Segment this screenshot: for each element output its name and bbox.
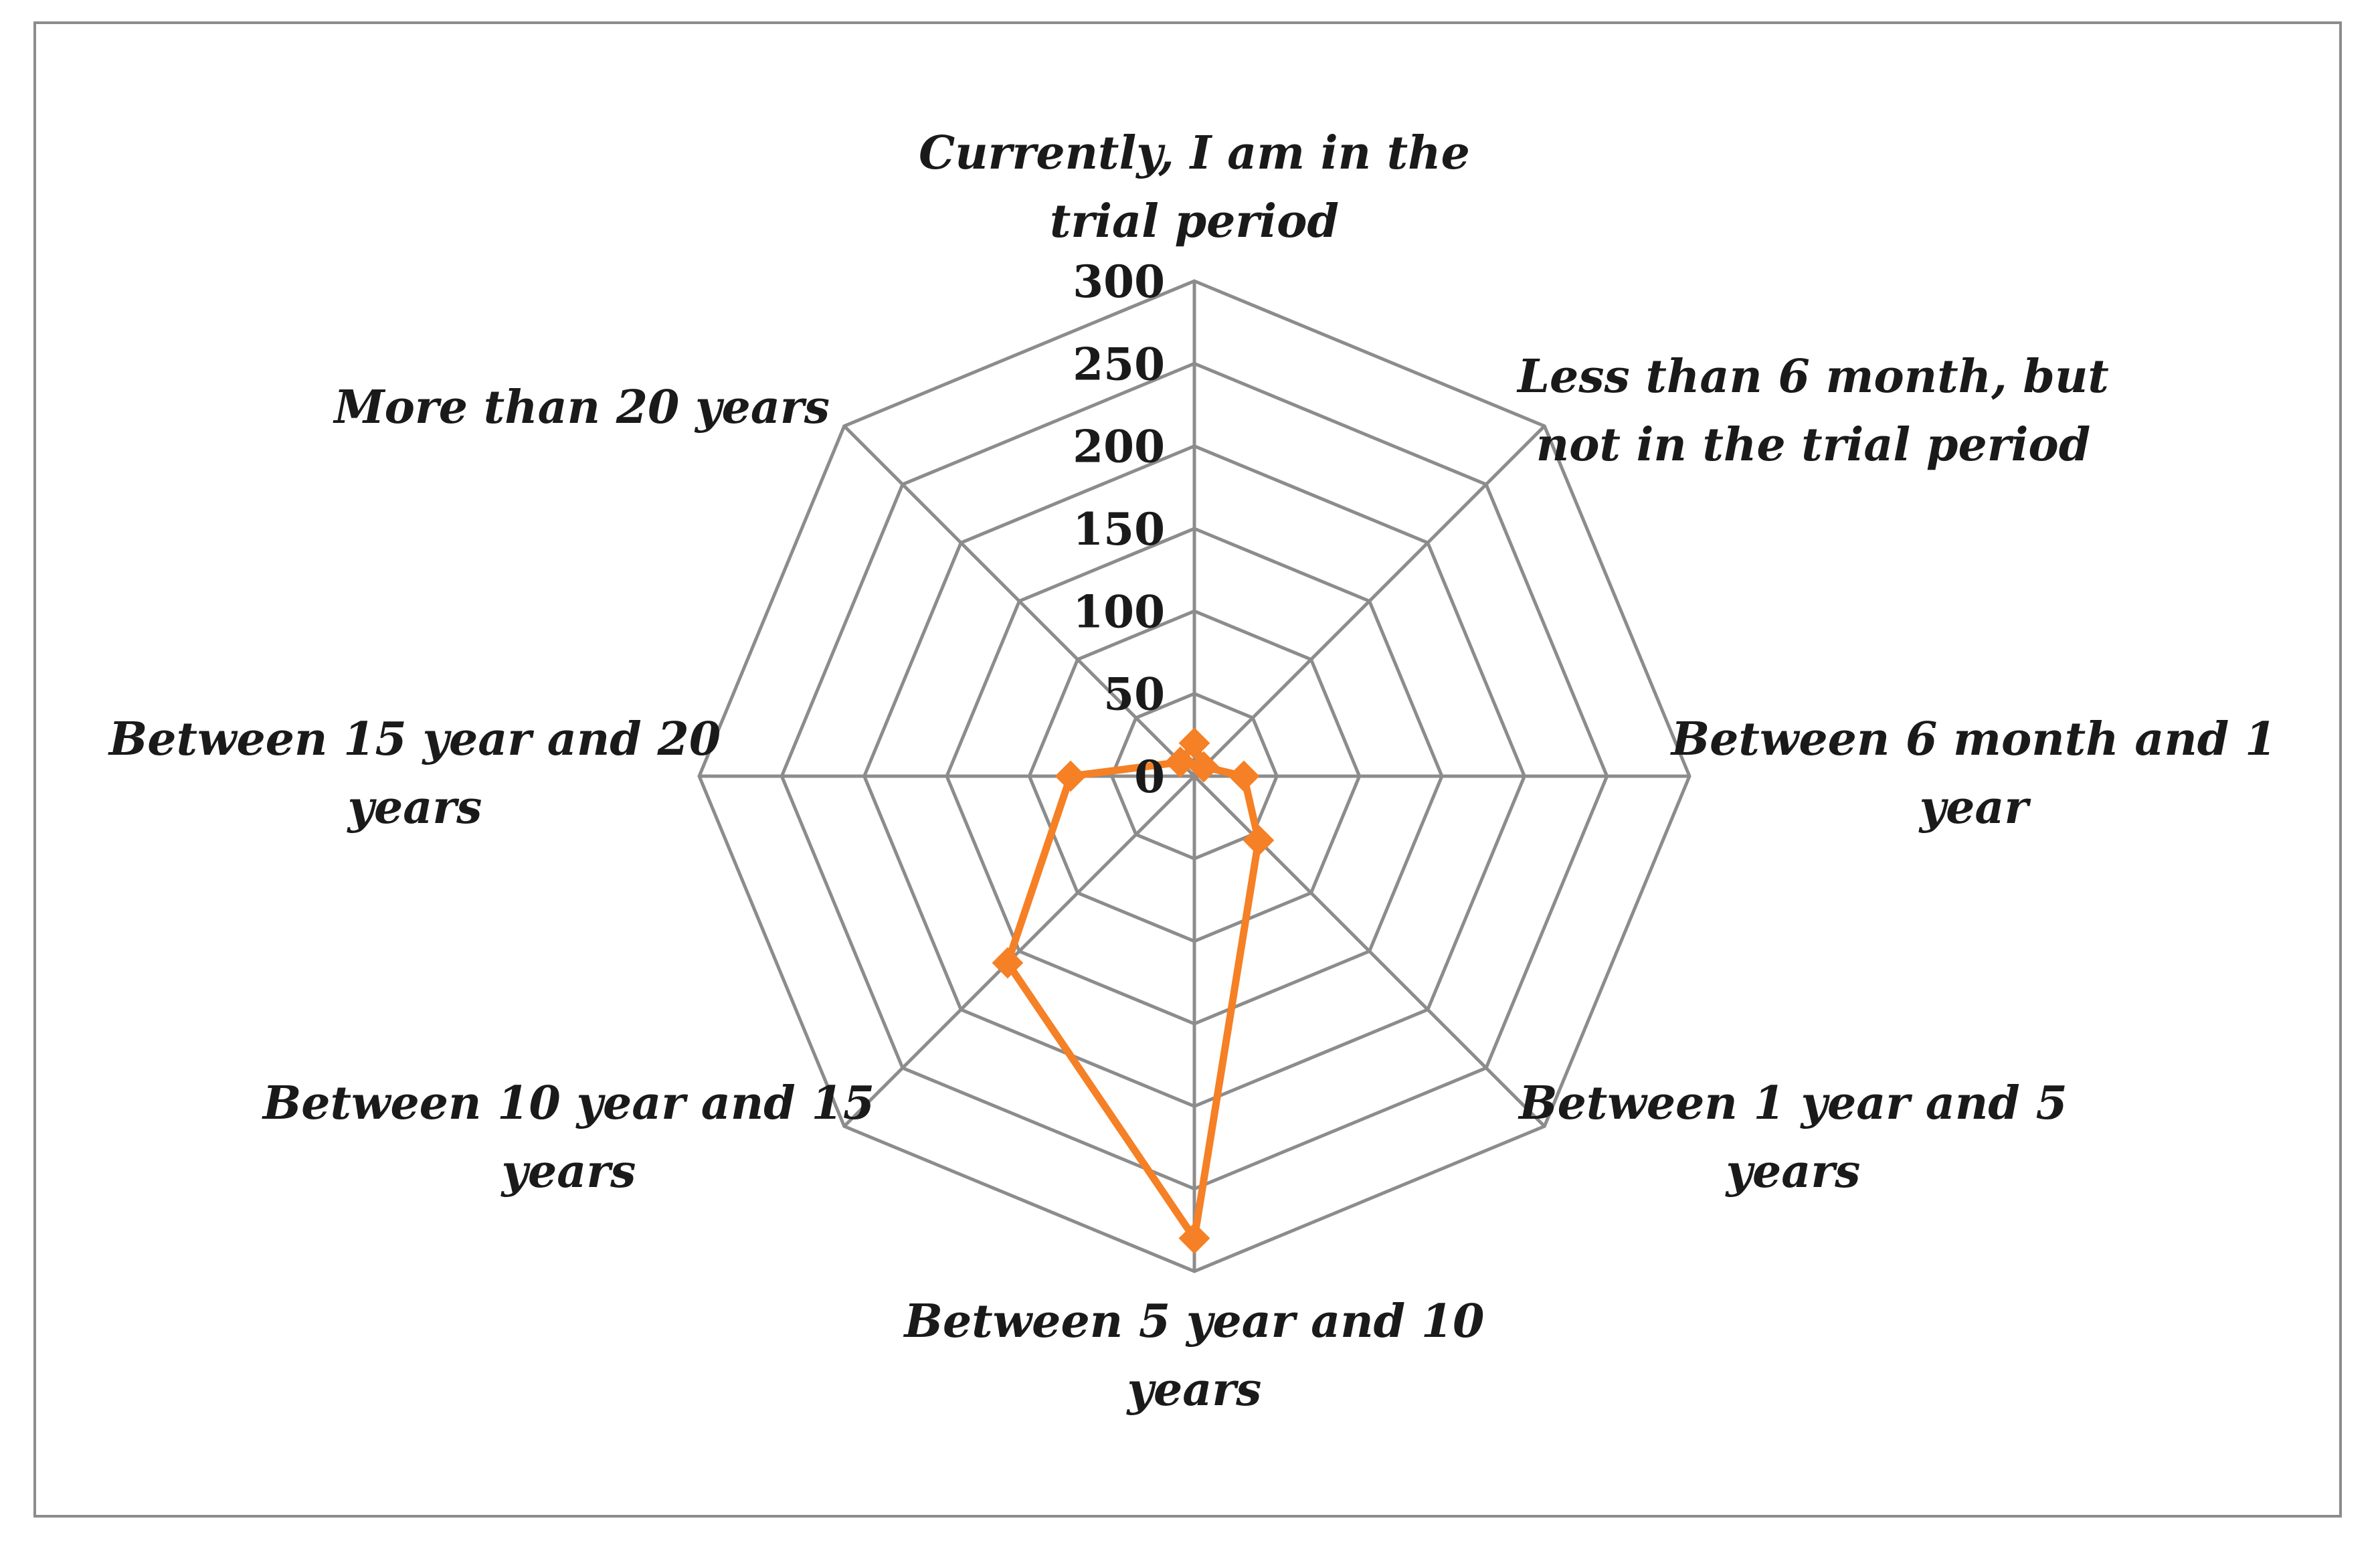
category-label-line: Currently, I am in the [919, 126, 1470, 180]
category-label-line: years [1126, 1363, 1262, 1417]
category-label-7: More than 20 years [333, 381, 830, 434]
tick-label-200: 200 [1073, 421, 1165, 473]
tick-label-250: 250 [1073, 338, 1165, 390]
category-label-1: Less than 6 month, but not in the trial p… [1516, 350, 2109, 472]
category-label-line: More than 20 years [333, 381, 830, 434]
data-point-6 [1055, 760, 1087, 792]
tick-label-0: 0 [1134, 751, 1165, 803]
category-label-line: Between 6 month and 1 [1670, 713, 2277, 766]
spoke-1 [1193, 424, 1546, 778]
category-label-line: trial period [1050, 195, 1339, 248]
data-point-0 [1178, 727, 1210, 759]
spoke-3 [1193, 775, 1546, 1128]
category-label-line: years [500, 1145, 636, 1198]
category-label-line: Between 10 year and 15 [262, 1077, 875, 1130]
data-point-3 [1243, 824, 1275, 856]
data-point-2 [1228, 760, 1260, 792]
category-label-line: year [1918, 781, 2031, 834]
tick-label-100: 100 [1073, 585, 1165, 638]
tick-label-300: 300 [1073, 256, 1165, 308]
category-label-5: Between 10 year and 15 years [262, 1077, 875, 1198]
category-label-line: Between 15 year and 20 [108, 713, 721, 766]
category-label-line: Less than 6 month, but [1516, 350, 2109, 403]
category-label-2: Between 6 month and 1 year [1670, 713, 2277, 834]
data-point-7 [1164, 746, 1196, 778]
spoke-5 [842, 775, 1196, 1128]
tick-labels: 0 50 100 150 200 250 300 [1073, 256, 1165, 803]
category-label-3: Between 1 year and 5 years [1518, 1077, 2068, 1198]
category-label-line: not in the trial period [1536, 418, 2091, 472]
category-label-line: Between 1 year and 5 [1518, 1077, 2068, 1130]
tick-label-50: 50 [1103, 668, 1165, 721]
tick-label-150: 150 [1073, 503, 1165, 555]
category-label-0: Currently, I am in the trial period [919, 126, 1470, 248]
category-label-line: Between 5 year and 10 [903, 1295, 1485, 1348]
data-point-5 [992, 947, 1024, 979]
category-label-6: Between 15 year and 20 years [108, 713, 721, 834]
series-layer [992, 727, 1275, 1255]
category-label-line: years [1725, 1145, 1861, 1198]
spoke-7 [842, 424, 1196, 778]
category-label-4: Between 5 year and 10 years [903, 1295, 1485, 1417]
data-point-4 [1178, 1222, 1210, 1255]
category-labels: Currently, I am in the trial period Less t… [108, 126, 2276, 1417]
category-label-line: years [347, 781, 482, 834]
